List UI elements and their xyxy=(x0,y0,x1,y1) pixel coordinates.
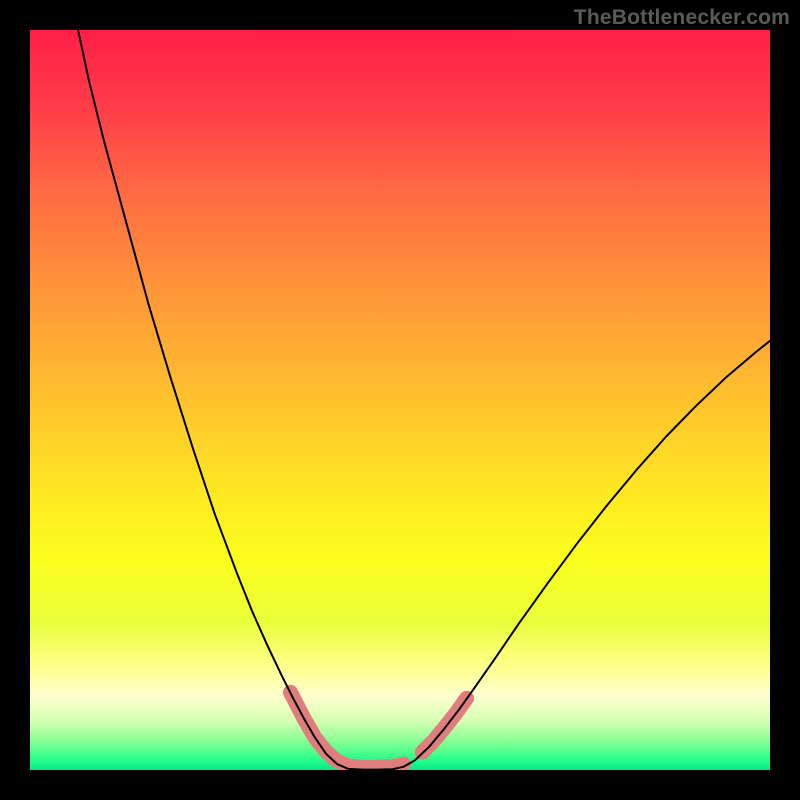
watermark-text: TheBottlenecker.com xyxy=(574,6,790,30)
plot-area xyxy=(30,30,770,770)
gradient-background xyxy=(30,30,770,770)
